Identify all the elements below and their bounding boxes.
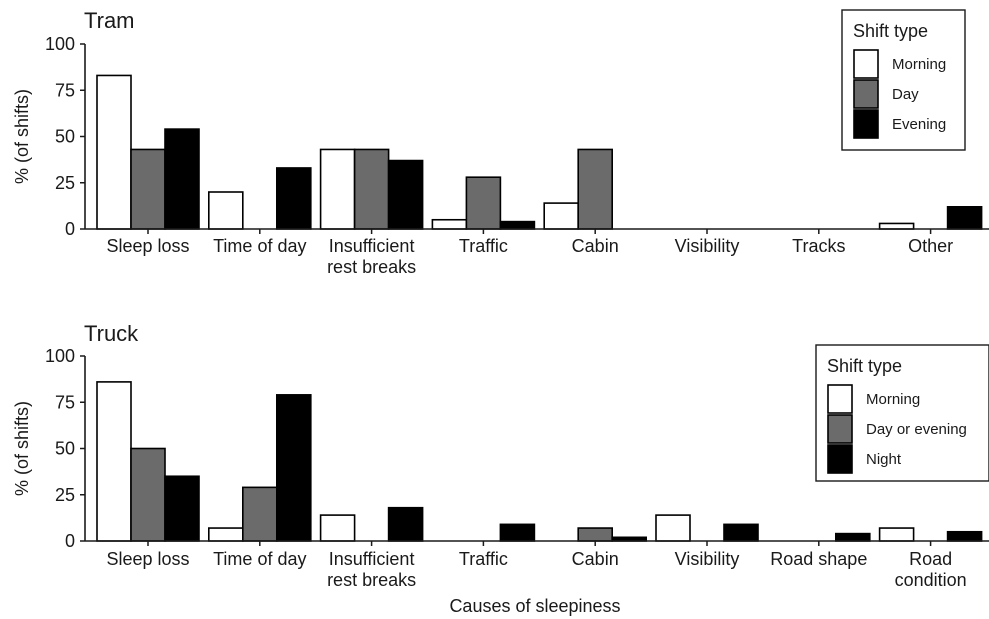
bar-morning: [208, 191, 244, 230]
legend-swatch: [853, 49, 879, 79]
bar-morning: [319, 148, 356, 230]
x-tick-label: Visibility: [675, 236, 740, 256]
x-tick-label: Time of day: [213, 236, 306, 256]
bar-morning: [655, 514, 691, 542]
bar-morning: [431, 218, 468, 230]
legend-label: Night: [866, 451, 902, 468]
bar-evening: [275, 167, 312, 230]
y-axis-title: % (of shifts): [12, 401, 32, 496]
y-tick-label: 75: [55, 80, 75, 100]
x-tick-label: Cabin: [572, 549, 619, 569]
legend-label: Morning: [866, 391, 920, 408]
legend-swatch: [827, 444, 853, 474]
y-tick-label: 25: [55, 173, 75, 193]
bar-morning: [878, 222, 915, 230]
chart-panel-tram: Tram % (of shifts) 0 25 50 75 100 Sleep loss Tim…: [12, 8, 989, 277]
x-tick-label: Traffic: [459, 236, 508, 256]
legend-swatch: [853, 79, 879, 109]
y-tick-label: 50: [55, 439, 75, 459]
x-tick-label: Time of day: [213, 549, 306, 569]
y-axis-title: % (of shifts): [12, 89, 32, 184]
y-tick-label: 0: [65, 531, 75, 551]
bar-evening: [499, 220, 536, 230]
bar-morning: [96, 74, 132, 230]
bar-morning: [96, 381, 132, 542]
x-tick-label: rest breaks: [327, 257, 416, 277]
y-tick-label: 50: [55, 127, 75, 147]
legend-title: Shift type: [853, 21, 928, 41]
bar-day: [353, 148, 390, 230]
bar-day-or-evening: [242, 486, 278, 542]
legend: Shift type Morning Day or evening Night: [815, 344, 989, 482]
bar-day: [577, 148, 614, 230]
chart-panel-truck: Truck % (of shifts) 0 25 50 75 100 Sleep loss Ti…: [12, 321, 989, 590]
x-tick-label: condition: [895, 570, 967, 590]
y-tick-label: 0: [65, 219, 75, 239]
bar-evening: [164, 128, 200, 230]
x-tick-label: Road shape: [770, 549, 867, 569]
legend-swatch: [827, 384, 853, 414]
bar-evening: [946, 206, 983, 230]
bar-day-or-evening: [577, 527, 614, 542]
bar-night: [946, 530, 983, 542]
bar-morning: [319, 514, 356, 542]
x-tick-label: Cabin: [572, 236, 619, 256]
x-axis-title: Causes of sleepiness: [449, 596, 620, 616]
x-tick-label: Tracks: [792, 236, 845, 256]
bar-morning: [543, 202, 580, 230]
panel-title: Tram: [84, 8, 135, 33]
x-tick-label: Traffic: [459, 549, 508, 569]
legend-label: Day: [892, 86, 919, 103]
x-tick-label: Other: [908, 236, 953, 256]
bar-night: [275, 394, 312, 542]
bar-morning: [208, 527, 244, 542]
legend-label: Morning: [892, 56, 946, 73]
bar-day: [130, 148, 166, 230]
y-tick-label: 100: [45, 346, 75, 366]
bar-evening: [387, 159, 424, 230]
x-tick-label: Insufficient: [329, 549, 415, 569]
bar-night: [834, 532, 871, 542]
bar-night: [723, 523, 759, 542]
legend: Shift type Morning Day Evening: [841, 9, 966, 151]
y-tick-label: 75: [55, 392, 75, 412]
y-tick-label: 25: [55, 485, 75, 505]
legend-label: Day or evening: [866, 421, 967, 438]
legend-swatch: [827, 414, 853, 444]
bar-night: [164, 475, 200, 542]
x-tick-label: rest breaks: [327, 570, 416, 590]
bar-night: [387, 506, 424, 542]
legend-label: Evening: [892, 116, 946, 133]
x-tick-label: Sleep loss: [106, 236, 189, 256]
x-tick-label: Visibility: [675, 549, 740, 569]
bar-morning: [878, 527, 915, 542]
x-tick-label: Insufficient: [329, 236, 415, 256]
legend-swatch: [853, 109, 879, 139]
bar-night: [499, 523, 536, 542]
bar-day: [465, 176, 502, 230]
x-tick-label: Sleep loss: [106, 549, 189, 569]
legend-title: Shift type: [827, 356, 902, 376]
panel-title: Truck: [84, 321, 139, 346]
x-tick-label: Road: [909, 549, 952, 569]
bar-day-or-evening: [130, 447, 166, 542]
y-tick-label: 100: [45, 34, 75, 54]
